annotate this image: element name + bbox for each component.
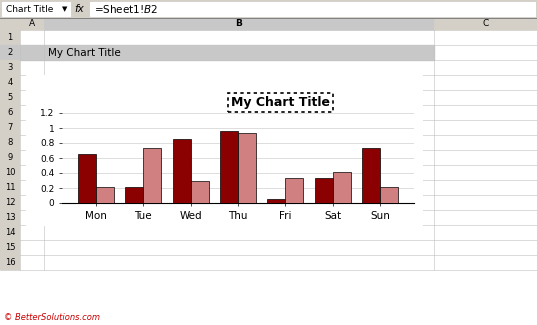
Bar: [191, 180, 209, 203]
Bar: [0, 75, 20, 90]
Text: 3: 3: [8, 63, 13, 72]
Text: B: B: [236, 20, 242, 29]
Bar: [0, 105, 20, 120]
Bar: [220, 131, 238, 203]
Text: 8: 8: [8, 138, 13, 147]
Bar: [0, 45, 20, 60]
Bar: [362, 148, 380, 203]
Text: Chart Title: Chart Title: [6, 5, 53, 14]
Bar: [0, 18, 537, 30]
Bar: [44, 18, 434, 30]
Text: A: A: [29, 20, 35, 29]
Text: My Chart Title: My Chart Title: [48, 47, 121, 58]
Text: My Chart Title: My Chart Title: [231, 96, 330, 109]
Bar: [0, 165, 20, 180]
Bar: [0, 225, 20, 240]
Text: C: C: [482, 20, 489, 29]
Bar: [20, 45, 434, 60]
Bar: [0, 150, 20, 165]
Text: 14: 14: [5, 228, 15, 237]
Text: 2: 2: [8, 48, 13, 57]
Bar: [267, 199, 285, 203]
Bar: [20, 30, 537, 270]
Text: 16: 16: [5, 258, 16, 267]
Bar: [238, 133, 256, 203]
Text: fx: fx: [74, 4, 84, 14]
Bar: [0, 255, 20, 270]
Text: 7: 7: [8, 123, 13, 132]
Bar: [0, 210, 20, 225]
Text: 6: 6: [8, 108, 13, 117]
Text: 10: 10: [5, 168, 15, 177]
Text: =Sheet1!$B$2: =Sheet1!$B$2: [94, 3, 158, 15]
Bar: [0, 18, 20, 30]
Text: 1: 1: [8, 33, 13, 42]
Bar: [143, 148, 161, 203]
Bar: [125, 187, 143, 203]
Text: 9: 9: [8, 153, 13, 162]
Bar: [333, 172, 351, 203]
Bar: [0, 0, 537, 18]
Bar: [0, 180, 20, 195]
Text: 11: 11: [5, 183, 15, 192]
Text: 12: 12: [5, 198, 15, 207]
Bar: [2, 2, 70, 16]
Text: © BetterSolutions.com: © BetterSolutions.com: [4, 314, 100, 322]
Text: 4: 4: [8, 78, 13, 87]
Bar: [20, 18, 44, 30]
Bar: [315, 178, 333, 203]
Bar: [0, 30, 20, 45]
Text: ▼: ▼: [62, 6, 67, 12]
Bar: [0, 195, 20, 210]
Bar: [434, 18, 537, 30]
Bar: [0, 90, 20, 105]
Text: 15: 15: [5, 243, 15, 252]
Bar: [96, 187, 114, 203]
Bar: [0, 135, 20, 150]
Bar: [78, 154, 96, 203]
Bar: [285, 177, 303, 203]
Bar: [173, 139, 191, 203]
Bar: [90, 2, 535, 16]
Bar: [380, 187, 398, 203]
Bar: [26, 75, 422, 225]
Bar: [0, 120, 20, 135]
Bar: [0, 60, 20, 75]
Bar: [0, 240, 20, 255]
Text: 13: 13: [5, 213, 16, 222]
Text: 5: 5: [8, 93, 13, 102]
